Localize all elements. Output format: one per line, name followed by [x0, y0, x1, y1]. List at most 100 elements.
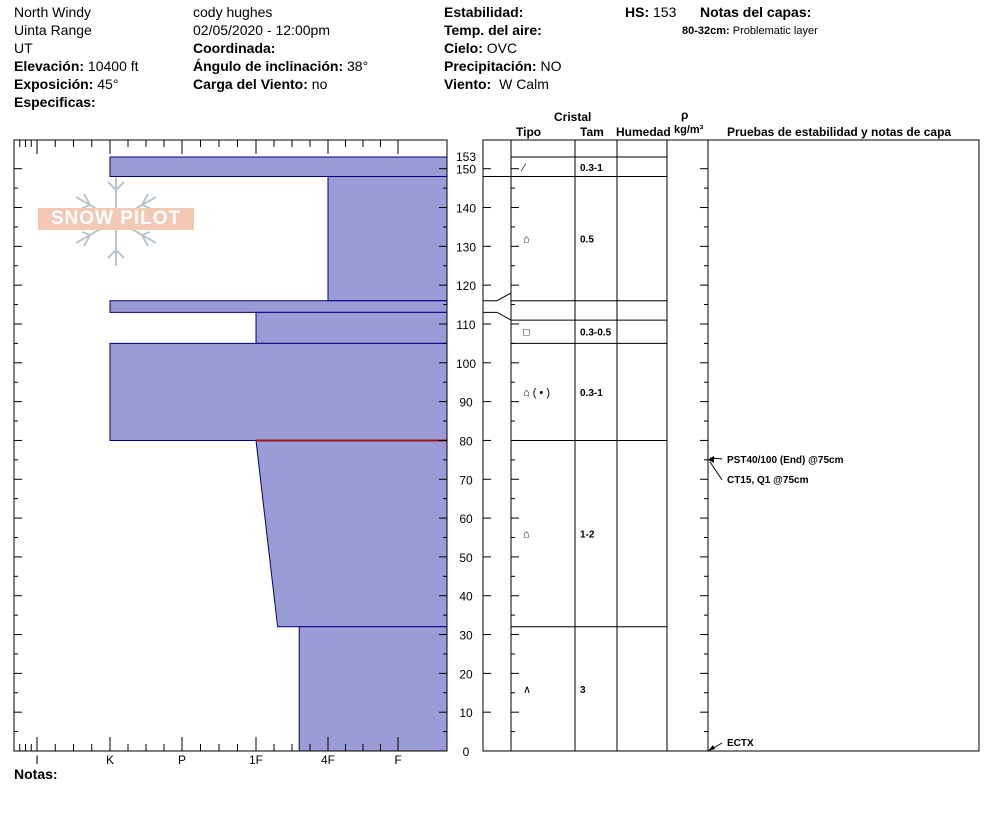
wind-label: Viento: [444, 76, 492, 92]
slope-label: Ángulo de inclinación: [193, 58, 344, 74]
crystal-size-0: 0.3-1 [580, 163, 603, 174]
hardness-layer-2 [109, 300, 448, 313]
crystal-type-4: ⌂ ( • ) [523, 387, 550, 399]
test-arrowhead [708, 455, 714, 463]
y-label-90: 90 [459, 396, 473, 410]
wind-loading: Carga del Viento: no [193, 76, 327, 92]
wind-loading-value: no [311, 76, 328, 92]
col-density-unit: kg/m³ [674, 124, 704, 136]
layer-note-text: Problematic layer [732, 25, 818, 37]
y-label-140: 140 [456, 202, 476, 216]
coord-label: Coordinada: [193, 40, 276, 56]
observer: cody hughes [193, 4, 273, 20]
col-type: Tipo [516, 125, 542, 139]
precip-label: Precipitación: [444, 58, 537, 74]
test-ct: CT15, Q1 @75cm [727, 475, 809, 486]
crystal-size-5: 1-2 [580, 530, 595, 541]
elevation-value: 10400 ft [87, 58, 139, 74]
test-pst: PST40/100 (End) @75cm [727, 455, 844, 466]
sky: Cielo: OVC [444, 40, 517, 56]
hardness-layer-3 [255, 311, 448, 344]
y-label-130: 130 [456, 240, 476, 254]
precip-value: NO [540, 58, 562, 74]
y-label-10: 10 [459, 706, 473, 720]
stability-label: Estabilidad: [444, 4, 524, 20]
hardness-label-F: F [394, 753, 401, 767]
crystal-type-6: ∧ [523, 684, 531, 696]
state: UT [14, 40, 33, 56]
y-label-100: 100 [456, 357, 476, 371]
hardness-plot-frame [13, 139, 448, 752]
crystal-type-0: ⁄ [520, 162, 527, 174]
hardness-label-I: I [35, 753, 38, 767]
hs-value: 153 [653, 4, 677, 20]
hardness-layer-5 [255, 439, 448, 628]
col-size: Tam [580, 125, 604, 139]
hardness-label-4F: 4F [321, 753, 335, 767]
crystal-type-1: ⌂ [523, 234, 530, 246]
col-density-symbol: ρ [681, 108, 689, 122]
y-label-80: 80 [459, 434, 473, 448]
aspect-value: 45° [97, 76, 119, 92]
datetime: 02/05/2020 - 12:00pm [193, 22, 330, 38]
y-label-150: 150 [456, 163, 476, 177]
y-label-20: 20 [459, 667, 473, 681]
notes-label: Notas: [14, 766, 58, 782]
y-label-40: 40 [459, 590, 473, 604]
test-arrowhead [708, 745, 715, 751]
crystal-size-1: 0.5 [580, 235, 594, 246]
hardness-layer-6 [298, 626, 448, 752]
wind: Viento: W Calm [444, 76, 549, 92]
sky-value: OVC [486, 40, 518, 56]
y-label-110: 110 [456, 318, 475, 332]
hs: HS: 153 [625, 4, 676, 20]
crystal-type-3: □ [523, 327, 530, 339]
y-label-30: 30 [459, 629, 473, 643]
col-tests: Pruebas de estabilidad y notas de capa [727, 125, 952, 139]
y-label-60: 60 [459, 512, 473, 526]
precipitation: Precipitación: NO [444, 58, 561, 74]
layer-connector-1 [483, 292, 512, 302]
range: Uinta Range [14, 22, 92, 38]
crystal-size-4: 0.3-1 [580, 388, 603, 399]
col-crystal: Cristal [554, 110, 592, 124]
table-frame [482, 139, 980, 752]
layer-note-range: 80-32cm: [682, 25, 730, 37]
elevation: Elevación: 10400 ft [14, 58, 139, 74]
col-moisture: Humedad [616, 125, 671, 139]
slope: Ángulo de inclinación: 38° [193, 58, 368, 74]
y-label-120: 120 [456, 279, 476, 293]
hardness-label-P: P [178, 753, 186, 767]
hardness-layer-1 [327, 175, 448, 302]
hs-label: HS: [625, 4, 650, 20]
wind-value: W Calm [499, 76, 549, 92]
layer-connector-2 [483, 311, 512, 321]
watermark-text: SNOW PILOT [38, 208, 194, 230]
hardness-layer-4 [109, 342, 448, 441]
y-label-70: 70 [459, 473, 473, 487]
layer-note: 80-32cm: Problematic layer [682, 25, 818, 37]
wind-loading-label: Carga del Viento: [193, 76, 308, 92]
y-label-0: 0 [463, 745, 470, 759]
location: North Windy [14, 4, 92, 20]
air-temp-label: Temp. del aire: [444, 22, 542, 38]
slope-value: 38° [347, 58, 369, 74]
crystal-size-6: 3 [580, 685, 586, 696]
elevation-label: Elevación: [14, 58, 85, 74]
hardness-label-1F: 1F [249, 753, 263, 767]
y-label-50: 50 [459, 551, 473, 565]
sky-label: Cielo: [444, 40, 483, 56]
specifics-label: Especificas: [14, 94, 96, 110]
test-arrow-1 [709, 461, 723, 481]
layer-notes-label: Notas del capas: [700, 4, 812, 20]
crystal-type-5: ⌂ [523, 529, 530, 541]
snowpilot-watermark: SNOW PILOT [38, 170, 194, 270]
hardness-layer-0 [109, 156, 448, 177]
hardness-label-K: K [106, 753, 114, 767]
crystal-size-3: 0.3-0.5 [580, 328, 612, 339]
aspect: Exposición: 45° [14, 76, 118, 92]
y-label-top: 153 [456, 150, 476, 164]
aspect-label: Exposición: [14, 76, 94, 92]
test-ectx: ECTX [727, 738, 754, 749]
